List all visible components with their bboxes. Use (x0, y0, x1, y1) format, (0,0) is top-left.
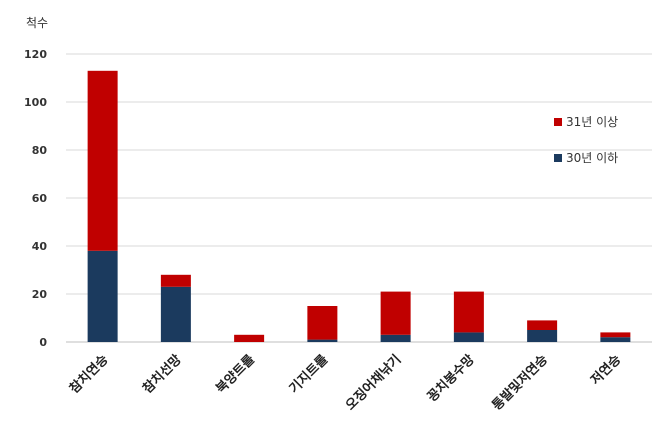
legend-swatch (554, 118, 562, 126)
bar-segment (380, 334, 411, 342)
x-tick-label: 꽁치봉수망 (424, 351, 478, 405)
bar-segment (600, 337, 631, 342)
bar-segment (87, 250, 118, 342)
bar-segment (307, 306, 338, 340)
bar-segment (234, 334, 265, 342)
legend: 31년 이상 30년 이하 (554, 115, 618, 165)
y-tick-label: 40 (32, 240, 48, 253)
y-tick-label: 120 (24, 48, 47, 61)
x-axis-labels: 참치연승 참치선망 북양트롤 기지트롤 오징어채낚기 꽁치봉수망 통발및저연승 저연승 (66, 351, 624, 413)
bar-segment (160, 286, 191, 342)
legend-label: 30년 이하 (566, 151, 618, 165)
x-tick-label: 기지트롤 (287, 352, 331, 396)
bar-segment (307, 339, 338, 342)
y-tick-label: 0 (39, 336, 47, 349)
y-tick-label: 20 (32, 288, 48, 301)
x-tick-label: 통발및저연승 (489, 351, 551, 413)
legend-swatch (554, 154, 562, 162)
y-axis-label: 척수 (26, 16, 48, 30)
y-tick-label: 100 (24, 96, 47, 109)
bar-segment (87, 70, 118, 251)
grid-lines (66, 53, 652, 343)
x-tick-label: 저연승 (588, 352, 624, 388)
bar-segment (600, 332, 631, 338)
x-tick-label: 참치선망 (140, 351, 185, 396)
y-axis-ticks: 0 20 40 60 80 100 120 (24, 48, 47, 349)
y-tick-label: 60 (32, 192, 48, 205)
bar-segment (160, 274, 191, 287)
y-tick-label: 80 (32, 144, 48, 157)
bar-segment (453, 291, 484, 333)
bar-segment (527, 330, 558, 342)
bar-segment (453, 332, 484, 342)
bar-segment (527, 320, 558, 330)
legend-label: 31년 이상 (566, 115, 618, 129)
bar-series (87, 70, 631, 342)
x-tick-label: 참치연승 (66, 351, 111, 396)
x-tick-label: 오징어채낚기 (342, 352, 404, 414)
x-tick-label: 북양트롤 (214, 352, 258, 396)
bar-segment (380, 291, 411, 335)
